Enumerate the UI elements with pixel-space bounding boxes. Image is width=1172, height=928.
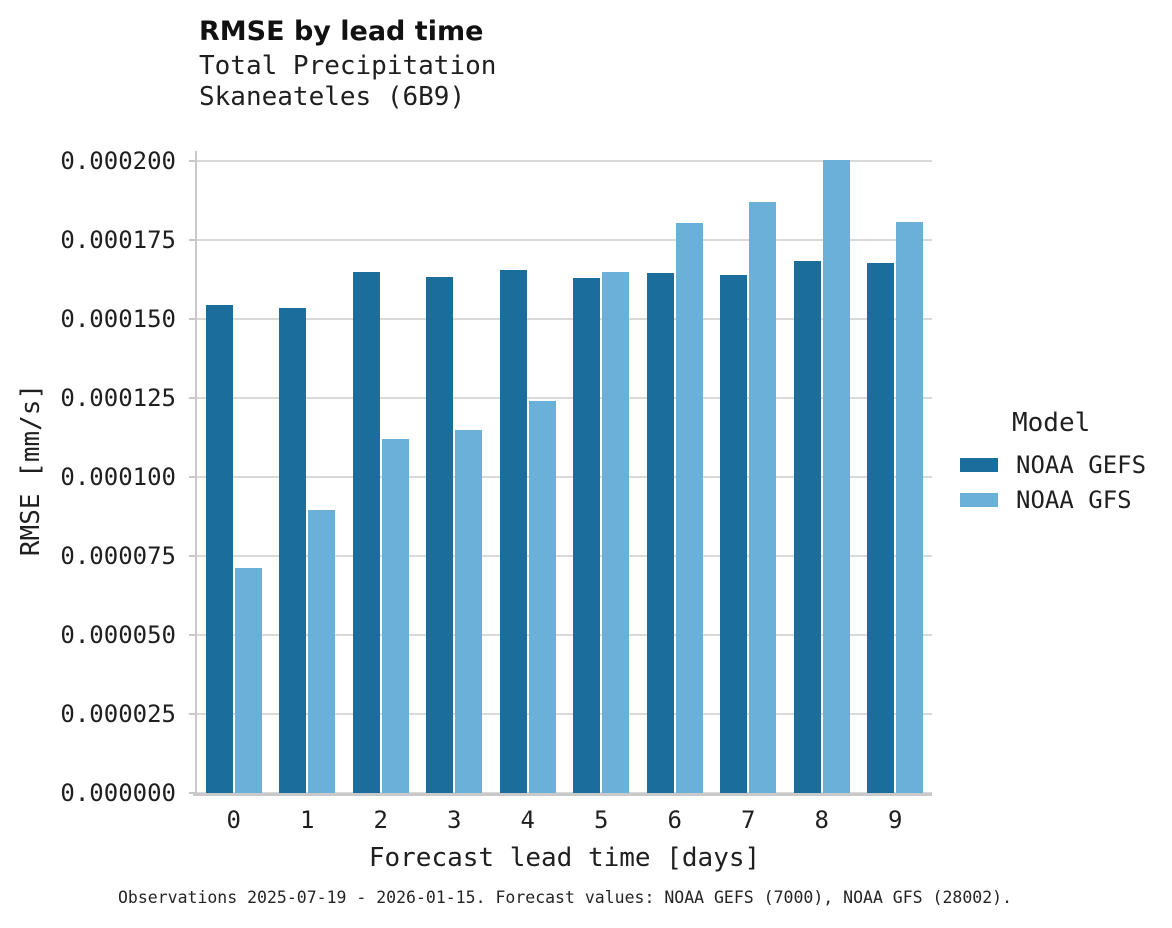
bar-noaa-gfs-lead-4 [528,401,556,793]
gridline-0.000100 [197,476,932,479]
x-tick-label-8: 8 [814,806,829,834]
x-tick-label-2: 2 [373,806,388,834]
bar-noaa-gfs-lead-0 [234,567,262,793]
legend-swatch-noaa-gefs [960,458,998,472]
caption: Observations 2025-07-19 - 2026-01-15. Fo… [117,888,1013,907]
y-tick-label-0.000075: 0.000075 [60,542,176,571]
bar-noaa-gfs-lead-3 [455,429,483,793]
x-tick-label-9: 9 [888,806,903,834]
bar-noaa-gfs-lead-6 [675,222,703,793]
bar-group-lead-3 [418,155,492,793]
bar-group-lead-9 [859,155,933,793]
y-tick-mark-0.000000 [189,792,195,794]
x-tick-label-0: 0 [226,806,241,834]
bar-noaa-gefs-lead-1 [279,307,307,793]
y-tick-label-0.000150: 0.000150 [60,305,176,334]
bar-noaa-gfs-lead-8 [822,160,850,793]
legend-title: Model [1012,408,1091,438]
gridline-0.000125 [197,397,932,400]
legend-item-noaa-gefs: NOAA GEFS [960,451,1146,479]
y-tick-label-0.000200: 0.000200 [60,147,176,176]
bar-noaa-gfs-lead-7 [749,201,777,793]
bar-group-lead-5 [565,155,639,793]
bar-noaa-gefs-lead-2 [352,271,380,793]
y-tick-label-0.000000: 0.000000 [60,779,176,807]
legend-label-noaa-gfs: NOAA GFS [1016,486,1132,514]
bar-group-lead-1 [271,155,345,793]
bar-noaa-gefs-lead-5 [573,277,601,793]
legend: Model NOAA GEFS NOAA GFS [960,408,1146,521]
bar-noaa-gefs-lead-0 [205,305,233,793]
bar-noaa-gefs-lead-7 [720,274,748,793]
y-tick-mark-0.000075 [189,555,195,558]
bar-noaa-gefs-lead-9 [867,263,895,793]
y-tick-mark-0.000125 [189,397,195,400]
y-axis-tick-labels: 0.000000 0.000025 0.000050 0.000075 0.000100… [0,147,176,807]
y-tick-mark-0.000175 [189,239,195,242]
bar-group-lead-2 [344,155,418,793]
bar-noaa-gefs-lead-8 [793,261,821,793]
x-tick-label-6: 6 [667,806,682,834]
gridline-0.000175 [197,239,932,242]
bar-group-lead-0 [197,155,271,793]
y-tick-mark-0.000200 [189,160,195,163]
y-tick-mark-0.000100 [189,476,195,479]
gridline-0.000200 [197,160,932,163]
legend-label-noaa-gefs: NOAA GEFS [1016,451,1147,479]
bar-group-lead-7 [712,155,786,793]
chart-subtitle-variable: Total Precipitation [199,51,497,81]
gridline-0.000150 [197,318,932,321]
x-tick-label-7: 7 [741,806,756,834]
x-tick-label-5: 5 [594,806,609,834]
legend-items: NOAA GEFS NOAA GFS [960,451,1146,514]
legend-item-noaa-gfs: NOAA GFS [960,486,1146,514]
y-tick-mark-0.000050 [189,634,195,637]
x-axis-title: Forecast lead time [days] [368,843,761,873]
plot-panel [189,151,932,796]
bar-group-lead-6 [638,155,712,793]
y-tick-label-0.000100: 0.000100 [60,463,176,492]
x-axis-spine [193,793,932,796]
legend-swatch-noaa-gfs [960,493,998,507]
gridline-0.000050 [197,634,932,637]
x-axis-tick-labels: 0 1 2 3 4 5 6 7 8 9 [197,806,932,834]
bar-noaa-gfs-lead-9 [896,222,924,793]
x-tick-label-1: 1 [300,806,315,834]
title-block: RMSE by lead time Total Precipitation Sk… [199,13,496,113]
bar-group-lead-4 [491,155,565,793]
bar-noaa-gefs-lead-4 [499,270,527,793]
bar-group-lead-8 [785,155,859,793]
bar-noaa-gefs-lead-6 [646,273,674,793]
bar-noaa-gefs-lead-3 [426,276,454,793]
chart-subtitle-station: Skaneateles (6B9) [199,82,466,112]
x-tick-label-3: 3 [447,806,462,834]
y-tick-label-0.000050: 0.000050 [60,621,176,650]
bar-groups [197,155,932,793]
y-tick-label-0.000125: 0.000125 [60,384,176,413]
y-tick-label-0.000025: 0.000025 [60,700,176,729]
bar-noaa-gfs-lead-2 [381,438,409,793]
bar-noaa-gfs-lead-5 [602,271,630,793]
y-tick-mark-0.000150 [189,318,195,321]
x-tick-label-4: 4 [520,806,535,834]
gridline-0.000075 [197,555,932,558]
chart-title: RMSE by lead time [199,16,484,47]
bar-noaa-gfs-lead-1 [308,509,336,793]
y-axis-spine [195,151,197,796]
gridline-0.000025 [197,713,932,716]
y-tick-mark-0.000025 [189,713,195,716]
y-tick-label-0.000175: 0.000175 [60,226,176,255]
